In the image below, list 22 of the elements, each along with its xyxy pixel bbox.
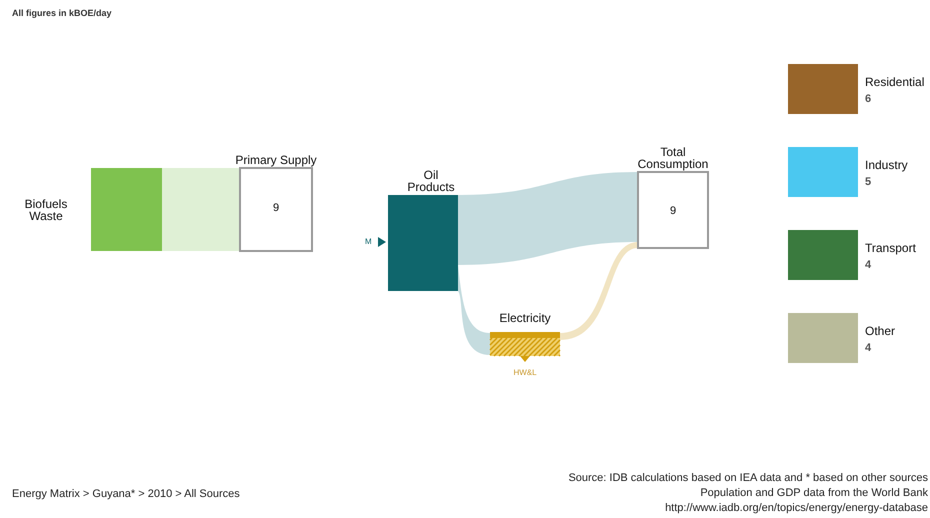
data-label: 9 xyxy=(272,202,280,214)
data-label: 6 xyxy=(865,93,872,105)
text: M xyxy=(365,237,372,246)
category-label: Primary Supply xyxy=(234,153,318,167)
text: http://www.iadb.org/en/topics/energy/energy-database xyxy=(665,502,928,514)
category-label: Transport xyxy=(865,241,916,255)
source-note: Source: IDB calculations based on IEA data and * based on other sources xyxy=(568,472,928,484)
text: Biofuels Waste xyxy=(24,197,68,223)
text: All figures in kBOE/day xyxy=(12,7,112,19)
category-label: Residential xyxy=(865,75,924,89)
data-label: 4 xyxy=(865,259,872,271)
text: Population and GDP data from the World Bank xyxy=(700,487,928,499)
data-label: 5 xyxy=(865,176,872,188)
data-label: 4 xyxy=(865,342,872,354)
text: HW&L xyxy=(513,368,537,377)
category-label: Other xyxy=(865,324,896,338)
category-label: Industry xyxy=(865,158,908,172)
text: Oil Products xyxy=(406,168,456,194)
category-label: Total Consumption xyxy=(636,145,710,171)
text: Energy Matrix > Guyana* > 2010 > All Sources xyxy=(12,488,240,500)
text: Electricity xyxy=(499,311,551,325)
data-label: 9 xyxy=(670,205,676,217)
